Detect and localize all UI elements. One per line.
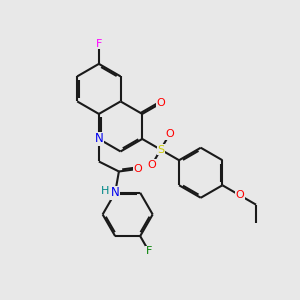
Text: O: O [236, 190, 244, 200]
Text: O: O [156, 98, 165, 108]
Text: O: O [148, 160, 156, 170]
Text: O: O [133, 164, 142, 174]
Text: N: N [94, 133, 103, 146]
Text: S: S [157, 145, 164, 154]
Text: N: N [111, 186, 119, 199]
Text: O: O [165, 129, 174, 140]
Text: H: H [101, 186, 109, 196]
Text: F: F [146, 246, 152, 256]
Text: F: F [96, 39, 102, 49]
